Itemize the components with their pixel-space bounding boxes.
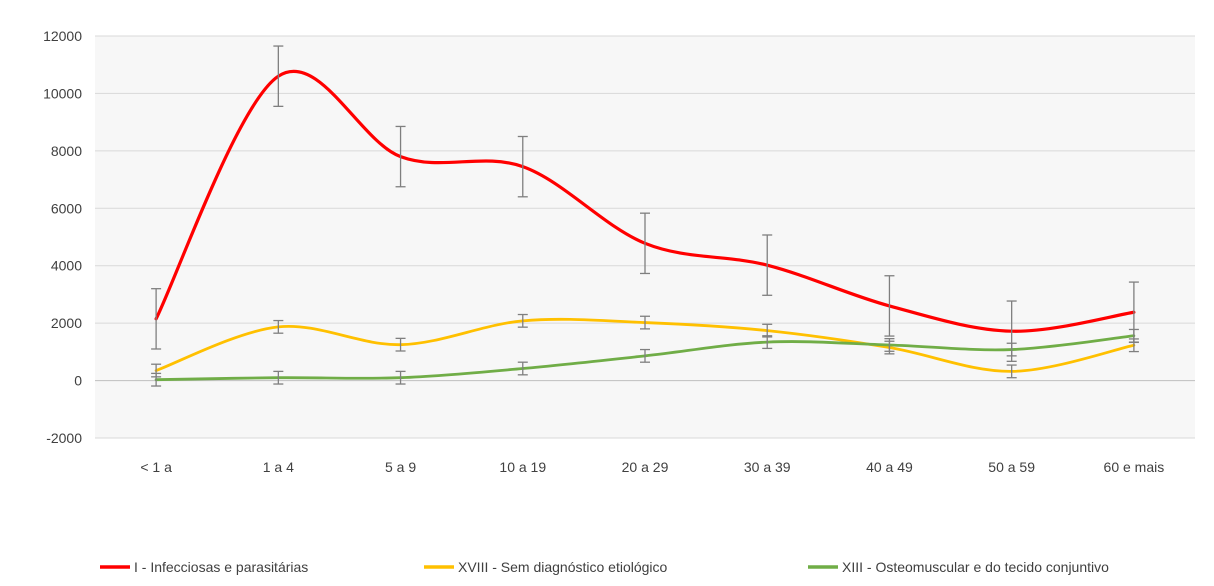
- y-tick-label: 0: [74, 373, 82, 389]
- x-axis: < 1 a 1 a 4 5 a 9 10 a 19 20 a 29 30 a 39 40 a…: [140, 459, 1164, 475]
- y-tick-label: 2000: [51, 315, 82, 331]
- y-axis: 12000 10000 8000 6000 4000 2000 0 -2000: [43, 28, 82, 446]
- x-tick-label: 40 a 49: [866, 459, 913, 475]
- legend: I - Infecciosas e parasitárias XVIII - Se…: [100, 559, 1109, 575]
- x-tick-label: 50 a 59: [988, 459, 1035, 475]
- x-tick-label: 5 a 9: [385, 459, 416, 475]
- x-tick-label: < 1 a: [140, 459, 172, 475]
- y-tick-label: -2000: [46, 430, 82, 446]
- x-tick-label: 20 a 29: [622, 459, 669, 475]
- legend-label: I - Infecciosas e parasitárias: [134, 559, 308, 575]
- legend-entry-3: XIII - Osteomuscular e do tecido conjunt…: [808, 559, 1109, 575]
- x-tick-label: 10 a 19: [499, 459, 546, 475]
- y-tick-label: 4000: [51, 258, 82, 274]
- y-tick-label: 12000: [43, 28, 82, 44]
- y-tick-label: 6000: [51, 200, 82, 216]
- series-lines: [151, 45, 1139, 387]
- error-bars: [151, 45, 1139, 387]
- legend-label: XIII - Osteomuscular e do tecido conjunt…: [842, 559, 1109, 575]
- y-tick-label: 10000: [43, 85, 82, 101]
- x-tick-label: 30 a 39: [744, 459, 791, 475]
- legend-entry-2: XVIII - Sem diagnóstico etiológico: [424, 559, 668, 575]
- x-tick-label: 60 e mais: [1104, 459, 1165, 475]
- x-tick-label: 1 a 4: [263, 459, 294, 475]
- legend-label: XVIII - Sem diagnóstico etiológico: [458, 559, 668, 575]
- legend-entry-1: I - Infecciosas e parasitárias: [100, 559, 308, 575]
- y-tick-label: 8000: [51, 143, 82, 159]
